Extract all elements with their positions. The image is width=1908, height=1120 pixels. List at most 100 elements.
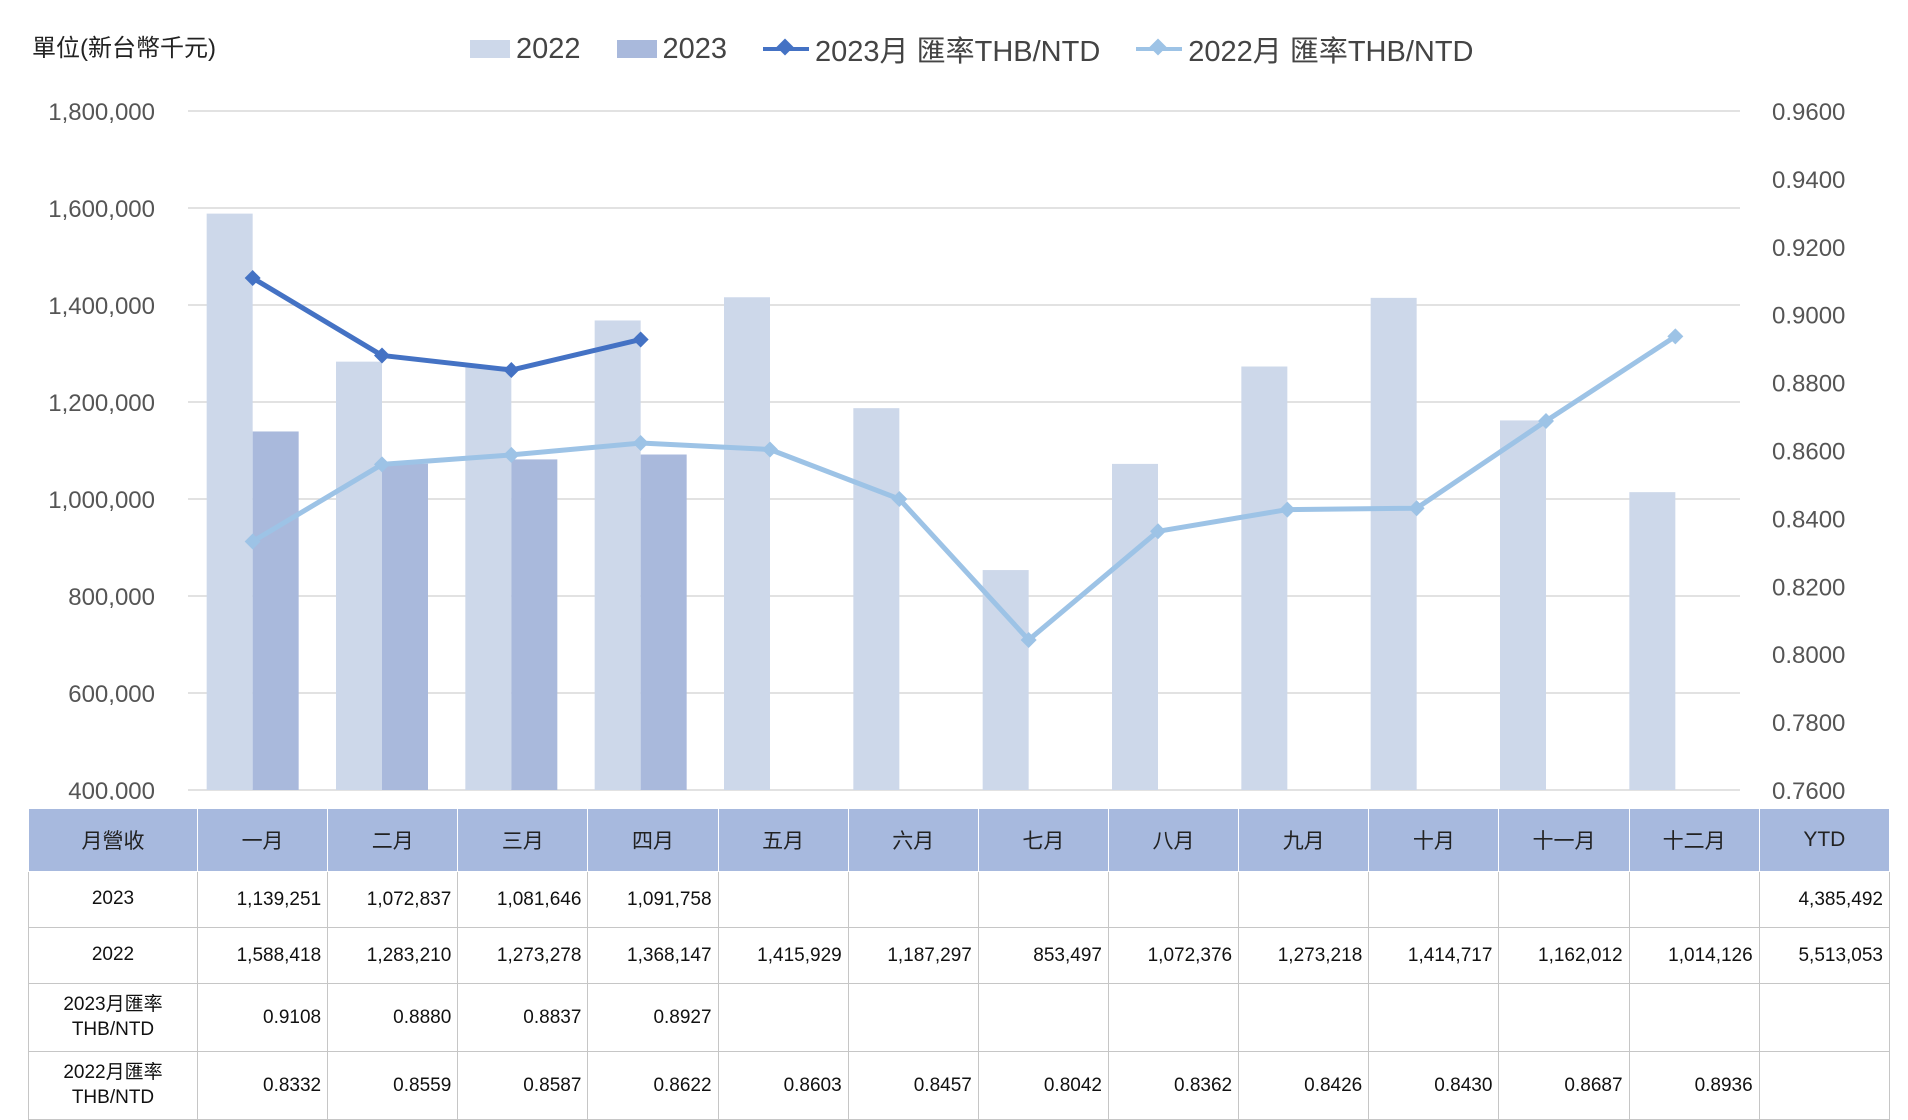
table-cell: 0.8687 [1498, 1051, 1630, 1120]
table-row: 2022 1,588,418 1,283,210 1,273,278 1,368,147… [28, 927, 1891, 984]
legend-item-2023: 2023 [616, 32, 728, 66]
table-cell: 0.8457 [847, 1051, 979, 1120]
table-row-label: 2022 [28, 927, 198, 984]
table-cell [1498, 871, 1630, 928]
legend-label-2023: 2023 [662, 32, 728, 65]
table-cell [717, 871, 849, 928]
point-rate-2022-9 [1279, 501, 1296, 518]
table-cell: 0.9108 [196, 983, 329, 1052]
point-rate-2023-4 [632, 331, 649, 348]
y-right-tick-label: 0.9200 [1772, 235, 1845, 262]
table-row-label: 2022月匯率 THB/NTD [28, 1051, 198, 1120]
table-row-label: 2023 [28, 871, 198, 928]
y-left-tick-label: 1,000,000 [48, 487, 155, 514]
line-rate-2023 [251, 275, 642, 373]
y-right-tick-label: 0.9000 [1772, 303, 1845, 330]
table-cell: 4,385,492 [1758, 871, 1891, 928]
table-cell: 0.8622 [587, 1051, 719, 1120]
bar-2022-8 [1112, 463, 1158, 790]
bar-2023-2 [382, 463, 428, 790]
table-row-label: 2023月匯率 THB/NTD [28, 983, 198, 1052]
table-cell [1238, 983, 1370, 1052]
table-cell: 1,162,012 [1498, 927, 1630, 984]
y-left-tick-label: 1,200,000 [48, 390, 155, 417]
table-cell: 0.8603 [717, 1051, 849, 1120]
point-rate-2022-1 [244, 533, 261, 550]
table-header-cell: 十二月 [1628, 808, 1760, 872]
y-right-tick-label: 0.8000 [1772, 642, 1845, 669]
table-cell: 0.8362 [1107, 1051, 1240, 1120]
bar-2022-12 [1629, 492, 1676, 790]
y-right-tick-label: 0.7600 [1772, 778, 1845, 800]
table-header-row: 月營收 一月 二月 三月 四月 五月 六月 七月 八月 九月 十月 十一月 十二月 YTD [28, 808, 1891, 872]
table-header-cell: YTD [1758, 808, 1891, 872]
table-cell [1628, 871, 1760, 928]
legend-label-rate-2022: 2022月 匯率THB/NTD [1188, 36, 1474, 68]
bar-2022-1 [206, 213, 253, 791]
legend-item-rate-2023: 2023月 匯率THB/NTD [763, 28, 1100, 70]
table-header-cell: 十月 [1368, 808, 1500, 872]
table-cell: 0.8042 [977, 1051, 1109, 1120]
y-right-tick-label: 0.9600 [1772, 99, 1845, 126]
table-header-cell: 三月 [457, 808, 589, 872]
bar-2022-4 [594, 320, 641, 790]
table-cell: 1,072,376 [1107, 927, 1240, 984]
table-cell [847, 983, 979, 1052]
table-cell: 0.8559 [327, 1051, 459, 1120]
table-header-cell: 二月 [327, 808, 459, 872]
table-cell: 0.8426 [1238, 1051, 1370, 1120]
line-rate-2022 [251, 334, 1677, 643]
table-cell: 1,368,147 [587, 927, 719, 984]
point-rate-2022-7 [1020, 631, 1037, 648]
table-header-cell: 四月 [587, 808, 719, 872]
table-row: 2023月匯率 THB/NTD 0.9108 0.8880 0.8837 0.8927 [28, 983, 1891, 1052]
table-cell: 1,014,126 [1628, 927, 1760, 984]
legend-swatch-2022 [470, 40, 510, 58]
table-cell: 0.8880 [327, 983, 459, 1052]
table-cell: 1,187,297 [847, 927, 979, 984]
table-cell [1368, 871, 1500, 928]
point-rate-2022-5 [762, 441, 778, 458]
y-left-tick-label: 400,000 [68, 778, 155, 800]
table-cell [1107, 983, 1240, 1052]
table-header-cell: 一月 [196, 808, 329, 872]
table-cell: 1,081,646 [457, 871, 589, 928]
bar-2023-4 [640, 454, 687, 790]
table-header-cell: 八月 [1107, 808, 1240, 872]
table-cell [1238, 871, 1370, 928]
point-rate-2022-4 [632, 435, 649, 452]
table-cell [977, 871, 1109, 928]
y-right-tick-label: 0.9400 [1772, 167, 1845, 194]
bar-2022-5 [724, 297, 770, 790]
legend-item-2022: 2022 [470, 33, 581, 66]
point-rate-2023-2 [374, 347, 390, 364]
legend: 2022 2023 2023月 匯率THB/NTD 2022月 匯率THB/NT… [470, 28, 1510, 70]
bar-2022-2 [336, 361, 382, 790]
table-cell: 0.8936 [1628, 1051, 1760, 1120]
y-right-tick-label: 0.8600 [1772, 439, 1845, 466]
bar-2022-3 [465, 366, 512, 790]
table-header-label: 月營收 [28, 808, 198, 872]
point-rate-2022-3 [503, 446, 520, 463]
table-cell [1758, 983, 1891, 1052]
legend-item-rate-2022: 2022月 匯率THB/NTD [1136, 28, 1474, 70]
bar-2022-11 [1500, 420, 1546, 790]
table-header-cell: 六月 [847, 808, 979, 872]
table-cell [717, 983, 849, 1052]
bar-2023-1 [252, 431, 299, 790]
table-cell: 0.8430 [1368, 1051, 1500, 1120]
table-cell [1498, 983, 1630, 1052]
bar-2022-6 [853, 408, 900, 790]
y-left-tick-label: 1,800,000 [48, 99, 155, 126]
table-cell [1107, 871, 1240, 928]
table-header-cell: 五月 [717, 808, 849, 872]
table-cell: 853,497 [977, 927, 1109, 984]
table-cell [1368, 983, 1500, 1052]
y-left-tick-label: 1,600,000 [48, 196, 155, 223]
table-cell: 1,415,929 [717, 927, 849, 984]
table-cell: 1,072,837 [327, 871, 459, 928]
y-left-tick-label: 1,400,000 [48, 293, 155, 320]
revenue-table: 月營收 一月 二月 三月 四月 五月 六月 七月 八月 九月 十月 十一月 十二月 YTD 2023 1,1… [28, 808, 1891, 1120]
table-cell [1758, 1051, 1891, 1120]
point-rate-2022-6 [891, 491, 908, 508]
